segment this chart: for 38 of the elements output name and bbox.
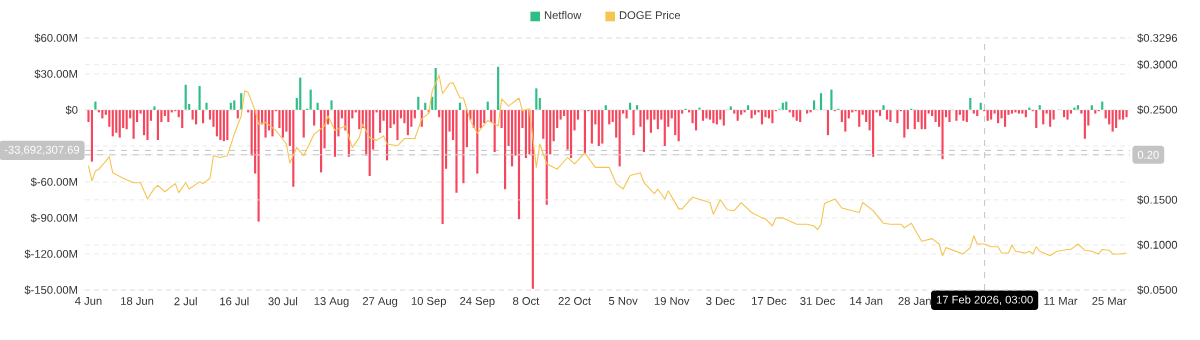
x-tick-label: 14 Jan — [850, 297, 883, 305]
y2-tick-label: $0.2500 — [1137, 105, 1178, 115]
y2-tick-label: $0.1500 — [1137, 195, 1178, 205]
y-tick-label: $-120.00M — [24, 249, 78, 259]
y-tick-label: $60.00M — [34, 33, 78, 43]
ref-line-label: 17 Feb 2026, 03:00 — [936, 295, 1033, 305]
x-tick-label: 25 Mar — [1092, 297, 1127, 305]
x-tick-label: 24 Sep — [460, 297, 495, 308]
y-tick-label: $0 — [65, 105, 78, 115]
y2-tick-label: $0.0500 — [1137, 285, 1178, 295]
x-tick-label: 18 Jun — [121, 297, 154, 305]
legend-label: Netflow — [544, 10, 582, 20]
x-tick-label: 22 Oct — [558, 297, 591, 305]
x-tick-label: 10 Sep — [411, 297, 446, 308]
x-tick-label: 2 Jul — [174, 297, 197, 306]
x-tick-label: 13 Aug — [314, 297, 349, 308]
ref-line-label: -33,692,307.69 — [4, 145, 80, 156]
y-tick-label: $30.00M — [34, 69, 78, 79]
x-tick-label: 31 Dec — [800, 297, 835, 305]
x-tick-label: 30 Jul — [268, 297, 298, 306]
x-tick-label: 28 Jan — [898, 297, 931, 305]
y2-tick-label: $0.3296 — [1137, 33, 1178, 43]
legend-label: DOGE Price — [619, 10, 681, 20]
y2-tick-label: $0.1000 — [1137, 240, 1178, 250]
x-tick-label: 19 Nov — [654, 297, 690, 305]
x-tick-label: 17 Dec — [752, 297, 787, 305]
y-tick-label: $-90.00M — [30, 213, 78, 223]
x-tick-label: 11 Mar — [1044, 297, 1078, 305]
y-tick-label: $-150.00M — [24, 285, 78, 295]
x-tick-label: 4 Jun — [75, 297, 102, 305]
ref-line-label: 0.20 — [1137, 150, 1159, 159]
x-tick-label: 5 Nov — [608, 297, 638, 305]
x-tick-label: 27 Aug — [362, 297, 398, 308]
x-tick-label: 8 Oct — [513, 297, 540, 305]
y2-tick-label: $0.3000 — [1137, 60, 1178, 70]
x-tick-label: 16 Jul — [220, 297, 249, 306]
y-tick-label: $-60.00M — [30, 177, 78, 187]
x-tick-label: 3 Dec — [706, 297, 735, 305]
